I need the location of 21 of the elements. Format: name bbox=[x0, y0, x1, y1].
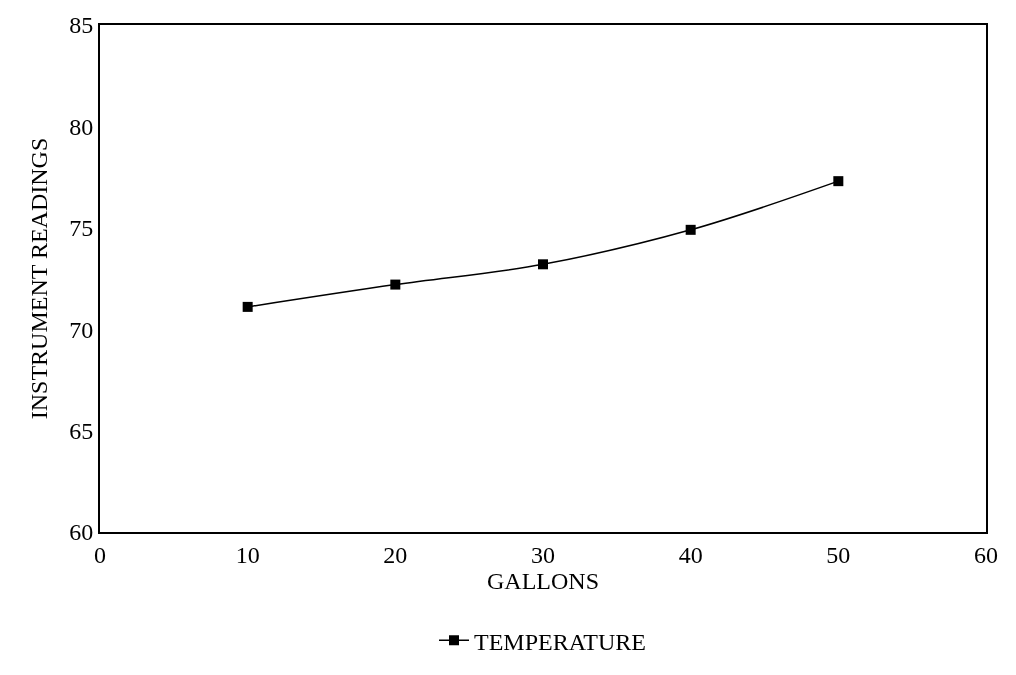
x-tick-label: 20 bbox=[383, 541, 408, 568]
x-tick-label: 30 bbox=[531, 541, 555, 568]
x-tick-label: 0 bbox=[94, 541, 106, 568]
legend-label: TEMPERATURE bbox=[474, 628, 647, 655]
point bbox=[833, 176, 844, 187]
x-axis-title: GALLONS bbox=[487, 567, 599, 594]
x-tick-label: 40 bbox=[678, 541, 703, 568]
y-tick-label: 75 bbox=[69, 215, 94, 242]
y-tick-label: 70 bbox=[69, 316, 94, 343]
x-tick-label: 10 bbox=[235, 541, 260, 568]
point bbox=[242, 301, 253, 312]
point bbox=[390, 279, 401, 290]
y-axis-title: INSTRUMENT READINGS bbox=[25, 137, 52, 420]
y-tick-label: 85 bbox=[69, 12, 94, 39]
point bbox=[538, 259, 548, 270]
y-tick-label: 65 bbox=[69, 418, 94, 444]
y-tick-label: 80 bbox=[69, 113, 94, 140]
y-tick-label: 60 bbox=[69, 519, 94, 546]
x-tick-label: 60 bbox=[974, 541, 998, 568]
point bbox=[685, 224, 696, 235]
x-tick-label: 50 bbox=[826, 541, 851, 568]
